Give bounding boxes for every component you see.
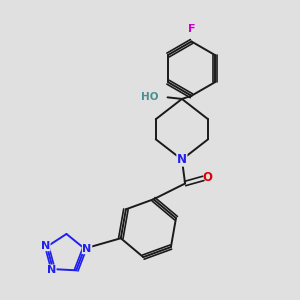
Text: N: N (82, 244, 92, 254)
Text: HO: HO (141, 92, 159, 102)
Text: N: N (41, 241, 50, 251)
Text: N: N (177, 153, 187, 166)
Text: F: F (188, 25, 195, 34)
Text: N: N (47, 265, 56, 275)
Text: O: O (202, 171, 212, 184)
